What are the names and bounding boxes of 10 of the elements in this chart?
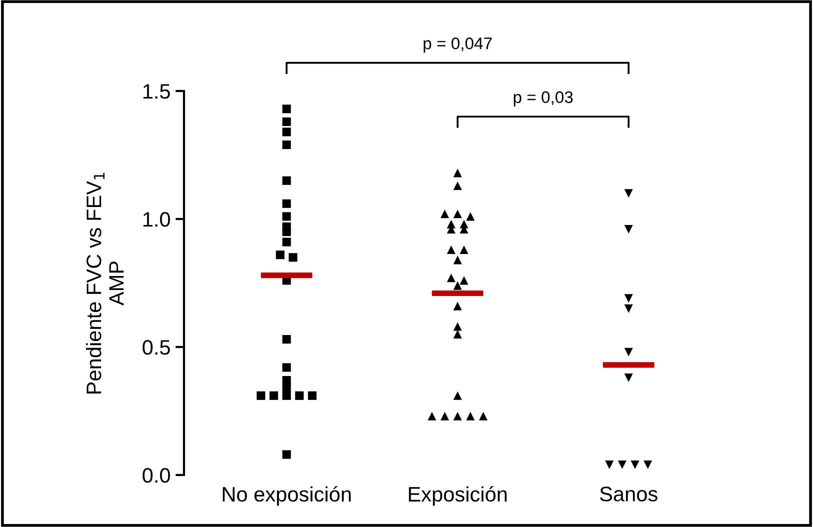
x-tick-label: Sanos xyxy=(600,486,658,502)
x-tick-label: No exposición xyxy=(222,486,351,506)
annotation: p = 0,03 xyxy=(514,91,573,106)
text: Pendiente FVC vs FEV$_{1}$ AMP xyxy=(86,172,124,394)
y-tick-label: 0.5 xyxy=(142,340,170,355)
text: p = 0,047 xyxy=(424,38,492,53)
x-tick-label: Exposición xyxy=(408,486,507,506)
y-tick-label: 1.5 xyxy=(143,84,170,99)
y-tick-label: 0.0 xyxy=(142,468,170,483)
y-tick-label: 1.0 xyxy=(143,212,170,227)
